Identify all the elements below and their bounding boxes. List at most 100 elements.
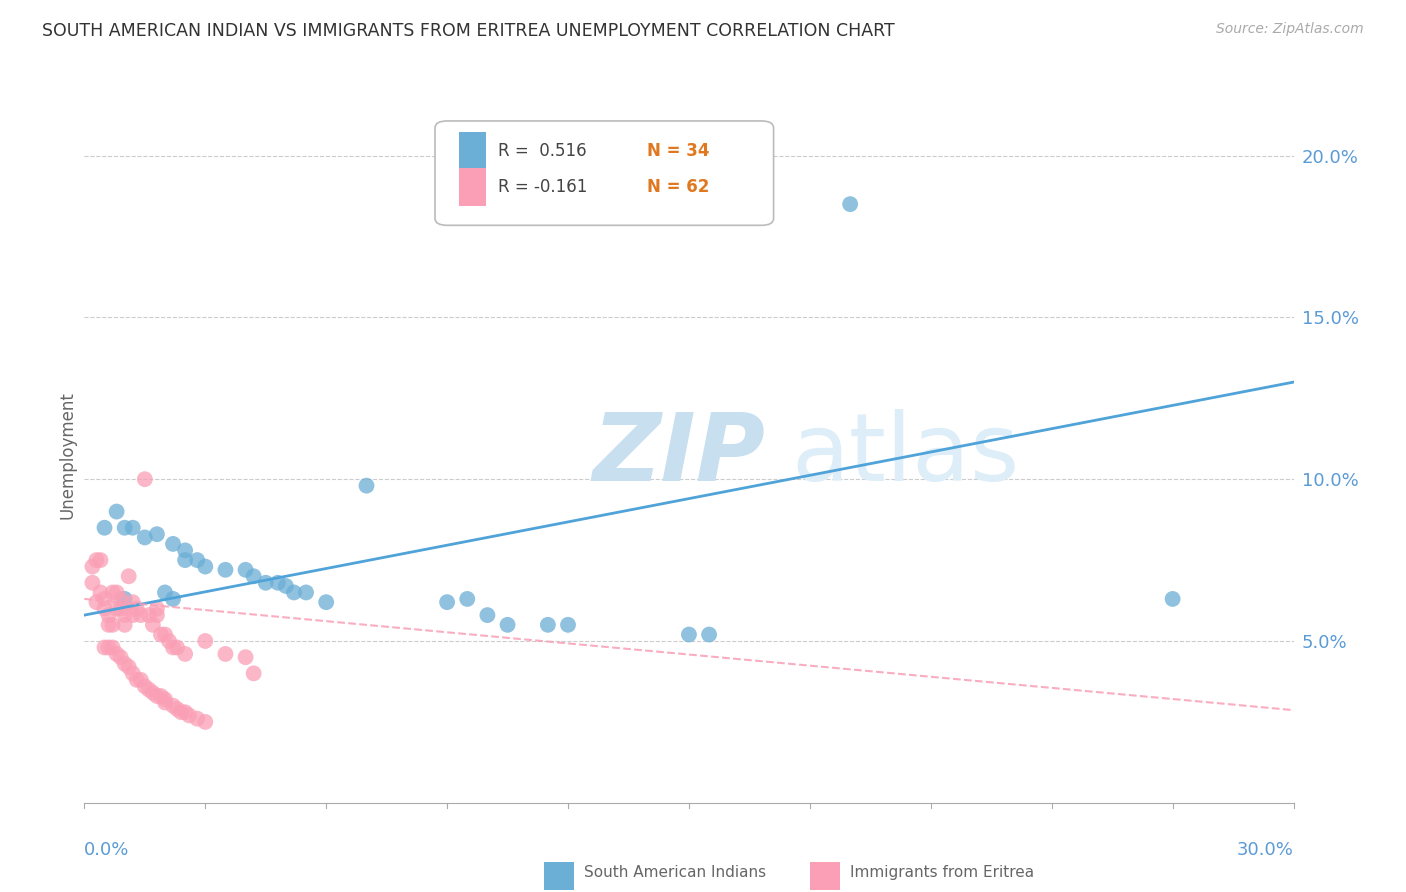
Point xyxy=(166,702,188,716)
Point xyxy=(839,197,862,211)
Point xyxy=(194,634,217,648)
Point xyxy=(157,634,180,648)
Point xyxy=(235,563,257,577)
Text: N = 62: N = 62 xyxy=(647,178,709,196)
Point xyxy=(121,595,143,609)
Point xyxy=(194,559,217,574)
Point xyxy=(129,608,152,623)
Point xyxy=(118,569,141,583)
Point xyxy=(162,591,184,606)
Text: R =  0.516: R = 0.516 xyxy=(498,142,586,160)
Point xyxy=(242,666,264,681)
Point xyxy=(105,647,128,661)
Point xyxy=(242,569,264,583)
Point xyxy=(166,640,188,655)
Text: ZIP: ZIP xyxy=(592,409,765,501)
Point xyxy=(194,714,217,729)
Bar xyxy=(460,132,486,170)
Point xyxy=(97,617,120,632)
Point xyxy=(114,608,136,623)
Point xyxy=(162,640,184,655)
Point xyxy=(557,617,579,632)
Point xyxy=(174,553,197,567)
Y-axis label: Unemployment: Unemployment xyxy=(58,391,76,519)
Point xyxy=(697,627,720,641)
Bar xyxy=(544,862,574,889)
Point xyxy=(142,686,165,700)
Point xyxy=(89,553,111,567)
Point xyxy=(125,601,148,615)
Point xyxy=(93,591,115,606)
Point xyxy=(114,657,136,671)
Point xyxy=(134,679,156,693)
Point xyxy=(93,521,115,535)
Point xyxy=(101,617,124,632)
Point xyxy=(477,608,499,623)
Point xyxy=(174,543,197,558)
Point xyxy=(153,692,176,706)
Point xyxy=(134,531,156,545)
Point xyxy=(146,527,169,541)
Point xyxy=(114,521,136,535)
Point xyxy=(153,696,176,710)
Point xyxy=(86,595,108,609)
Point xyxy=(170,705,193,719)
Point xyxy=(254,575,277,590)
Point xyxy=(153,585,176,599)
Point xyxy=(93,601,115,615)
Point xyxy=(235,650,257,665)
Bar xyxy=(810,862,841,889)
Point xyxy=(214,647,236,661)
Point xyxy=(138,682,160,697)
Point xyxy=(267,575,290,590)
Point xyxy=(134,472,156,486)
Point xyxy=(174,705,197,719)
Point xyxy=(153,627,176,641)
Point xyxy=(138,608,160,623)
Point xyxy=(496,617,519,632)
FancyBboxPatch shape xyxy=(434,121,773,226)
Point xyxy=(97,640,120,655)
Point xyxy=(456,591,478,606)
Point xyxy=(436,595,458,609)
Point xyxy=(146,608,169,623)
Point xyxy=(110,591,132,606)
Text: 30.0%: 30.0% xyxy=(1237,841,1294,859)
Point xyxy=(121,666,143,681)
Point xyxy=(537,617,560,632)
Point xyxy=(101,585,124,599)
Point xyxy=(283,585,305,599)
Point xyxy=(114,591,136,606)
Text: 0.0%: 0.0% xyxy=(84,841,129,859)
Point xyxy=(149,689,172,703)
Point xyxy=(149,627,172,641)
Point xyxy=(101,640,124,655)
Point xyxy=(146,601,169,615)
Text: South American Indians: South American Indians xyxy=(583,865,766,880)
Point xyxy=(179,708,201,723)
Point xyxy=(678,627,700,641)
Point xyxy=(105,504,128,518)
Point xyxy=(118,660,141,674)
Bar xyxy=(460,168,486,206)
Point xyxy=(274,579,297,593)
Point xyxy=(110,650,132,665)
Point xyxy=(356,478,378,492)
Point xyxy=(129,673,152,687)
Text: Immigrants from Eritrea: Immigrants from Eritrea xyxy=(849,865,1033,880)
Text: atlas: atlas xyxy=(792,409,1019,501)
Point xyxy=(93,640,115,655)
Text: Source: ZipAtlas.com: Source: ZipAtlas.com xyxy=(1216,22,1364,37)
Point xyxy=(162,698,184,713)
Point xyxy=(121,608,143,623)
Text: N = 34: N = 34 xyxy=(647,142,709,160)
Point xyxy=(174,647,197,661)
Point xyxy=(121,521,143,535)
Point xyxy=(214,563,236,577)
Point xyxy=(1161,591,1184,606)
Point xyxy=(186,712,208,726)
Point xyxy=(82,575,104,590)
Point xyxy=(315,595,337,609)
Point xyxy=(82,559,104,574)
Point xyxy=(110,601,132,615)
